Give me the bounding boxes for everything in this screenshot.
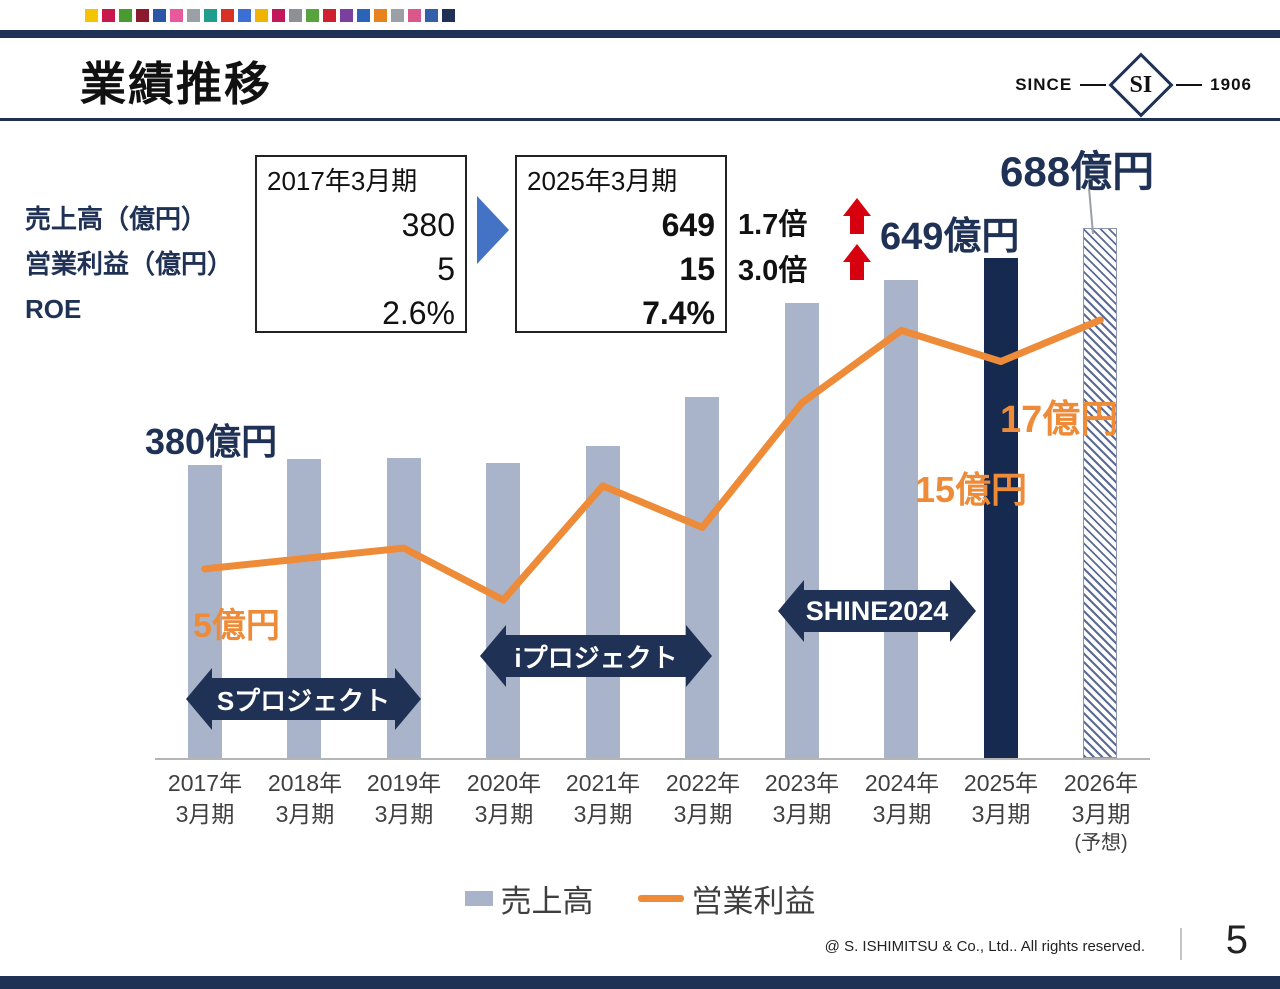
decor-square bbox=[119, 9, 132, 22]
decor-square bbox=[289, 9, 302, 22]
page-title: 業績推移 bbox=[80, 58, 272, 110]
x-tick-3: 2020年 3月期 bbox=[466, 770, 542, 828]
copyright-text: @ S. ISHIMITSU & Co., Ltd.. All rights r… bbox=[824, 938, 1145, 955]
decor-square bbox=[357, 9, 370, 22]
profit-swatch-icon bbox=[637, 895, 684, 902]
summary-box-2025-header: 2025年3月期 bbox=[527, 166, 678, 196]
decor-square bbox=[187, 9, 200, 22]
decor-square bbox=[374, 9, 387, 22]
roe-2017-value: 2.6% bbox=[382, 295, 455, 331]
top-color-strip bbox=[85, 9, 455, 22]
x-tick-7: 2024年 3月期 bbox=[864, 770, 940, 828]
decor-square bbox=[204, 9, 217, 22]
up-arrow-icon bbox=[843, 244, 871, 282]
decor-square bbox=[255, 9, 268, 22]
footer-separator bbox=[1180, 928, 1182, 960]
summary-box-2017-header: 2017年3月期 bbox=[267, 166, 418, 196]
decor-square bbox=[442, 9, 455, 22]
summary-box-2017: 2017年3月期 380 5 2.6% bbox=[255, 155, 467, 333]
sales-2017-value: 380 bbox=[401, 207, 455, 243]
profit-2017-value: 5 bbox=[437, 251, 455, 287]
label-roe: ROE bbox=[25, 294, 82, 324]
label-operating-profit: 営業利益（億円） bbox=[25, 249, 234, 279]
decor-square bbox=[85, 9, 98, 22]
decor-square bbox=[340, 9, 353, 22]
decor-square bbox=[391, 9, 404, 22]
company-logo: SINCE SI 1906 bbox=[1015, 52, 1252, 118]
decor-square bbox=[323, 9, 336, 22]
annotation-sales-2025: 649億円 bbox=[880, 216, 1020, 258]
up-arrow-icon bbox=[843, 198, 871, 236]
revenue-bar-7 bbox=[884, 280, 918, 758]
x-tick-0: 2017年 3月期 bbox=[167, 770, 243, 828]
revenue-bar-6 bbox=[785, 303, 819, 758]
annotation-profit-2026: 17億円 bbox=[1000, 399, 1119, 441]
legend-item-profit: 営業利益 bbox=[637, 876, 816, 921]
decor-square bbox=[136, 9, 149, 22]
chart-legend: 売上高 営業利益 bbox=[0, 876, 1280, 921]
decor-square bbox=[153, 9, 166, 22]
x-tick-9: 2026年 3月期 (予想) bbox=[1063, 770, 1139, 855]
annotation-profit-2025: 15億円 bbox=[915, 469, 1028, 510]
x-tick-5: 2022年 3月期 bbox=[665, 770, 741, 828]
decor-square bbox=[425, 9, 438, 22]
logo-year-label: 1906 bbox=[1210, 75, 1252, 94]
annotation-sales-2017: 380億円 bbox=[145, 421, 278, 462]
sales-2025-value: 649 bbox=[661, 207, 715, 243]
roe-2025-value: 7.4% bbox=[642, 295, 715, 331]
revenue-bar-5 bbox=[685, 397, 719, 758]
legend-item-sales: 売上高 bbox=[464, 876, 594, 921]
x-tick-6: 2023年 3月期 bbox=[764, 770, 840, 828]
x-tick-8: 2025年 3月期 bbox=[963, 770, 1039, 828]
decor-square bbox=[272, 9, 285, 22]
operating-profit-line bbox=[201, 316, 1104, 604]
decor-square bbox=[170, 9, 183, 22]
label-sales: 売上高（億円） bbox=[25, 204, 208, 234]
x-tick-1: 2018年 3月期 bbox=[267, 770, 343, 828]
decor-square bbox=[408, 9, 421, 22]
banner-s-project: Sプロジェクト bbox=[186, 668, 421, 730]
profit-multiplier: 3.0倍 bbox=[738, 255, 808, 287]
x-tick-4: 2021年 3月期 bbox=[565, 770, 641, 828]
decor-square bbox=[306, 9, 319, 22]
x-axis-labels: 2017年 3月期 2018年 3月期 2019年 3月期 2020年 3月期 2021年 3月期… bbox=[155, 768, 1150, 858]
decor-square bbox=[238, 9, 251, 22]
summary-box-2025: 2025年3月期 649 15 7.4% bbox=[515, 155, 727, 333]
revenue-bar-8 bbox=[984, 258, 1018, 758]
legend-sales-label: 売上高 bbox=[500, 884, 594, 919]
logo-right-line bbox=[1176, 83, 1203, 87]
bottom-navy-bar bbox=[0, 976, 1280, 989]
banner-shine2024: SHINE2024 bbox=[778, 580, 976, 642]
logo-left-line bbox=[1080, 83, 1107, 87]
comparison-arrow-icon bbox=[477, 196, 509, 264]
revenue-bar-3 bbox=[486, 463, 520, 758]
revenue-bar-9 bbox=[1083, 228, 1117, 758]
legend-profit-label: 営業利益 bbox=[691, 884, 816, 919]
x-tick-2: 2019年 3月期 bbox=[366, 770, 442, 828]
decor-square bbox=[221, 9, 234, 22]
banner-i-project: iプロジェクト bbox=[480, 625, 712, 687]
logo-since-label: SINCE bbox=[1015, 75, 1073, 94]
decor-square bbox=[102, 9, 115, 22]
header-divider bbox=[0, 118, 1280, 121]
profit-2025-value: 15 bbox=[679, 251, 715, 287]
si-diamond-icon: SI bbox=[1108, 52, 1174, 118]
sales-swatch-icon bbox=[464, 891, 493, 906]
sales-multiplier: 1.7倍 bbox=[738, 209, 808, 241]
summary-row-labels: 売上高（億円） 営業利益（億円） ROE bbox=[25, 197, 255, 332]
annotation-sales-2026: 688億円 bbox=[1000, 148, 1155, 195]
top-navy-bar bbox=[0, 30, 1280, 38]
annotation-profit-2017: 5億円 bbox=[193, 607, 280, 645]
page-number: 5 bbox=[1225, 918, 1248, 962]
